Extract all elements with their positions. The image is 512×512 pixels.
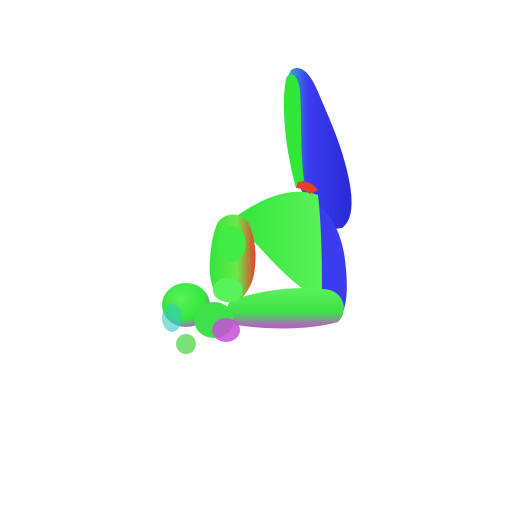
raised-leg-front-shape [283,74,304,188]
shoulder-shape [212,318,240,342]
face-shape [162,304,182,332]
lower-leg-shape [227,288,344,329]
hair-bun-shape [176,334,196,354]
raised-leg-shape [284,68,352,230]
chest-shape [218,226,246,262]
knee-accent-shape [296,181,318,194]
hand-shape [213,278,243,302]
thigh-shape [238,191,322,300]
